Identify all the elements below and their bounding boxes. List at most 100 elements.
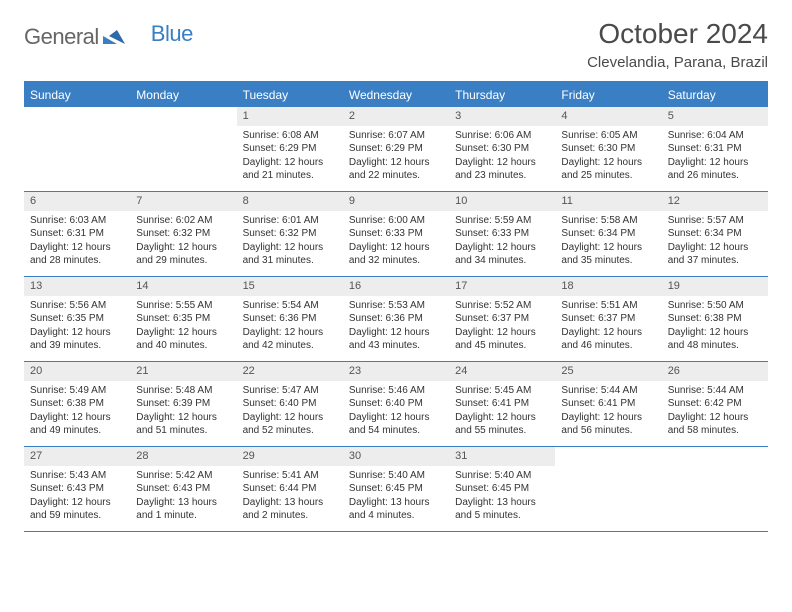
- day-body: Sunrise: 5:58 AMSunset: 6:34 PMDaylight:…: [555, 211, 661, 274]
- sunrise-text: Sunrise: 5:51 AM: [561, 299, 655, 313]
- sunset-text: Sunset: 6:40 PM: [243, 397, 337, 411]
- sunset-text: Sunset: 6:41 PM: [561, 397, 655, 411]
- day-body: Sunrise: 5:54 AMSunset: 6:36 PMDaylight:…: [237, 296, 343, 359]
- sunrise-text: Sunrise: 5:44 AM: [668, 384, 762, 398]
- day-number: 2: [349, 109, 443, 124]
- day-cell: 7Sunrise: 6:02 AMSunset: 6:32 PMDaylight…: [130, 192, 236, 276]
- day-cell: 24Sunrise: 5:45 AMSunset: 6:41 PMDayligh…: [449, 362, 555, 446]
- day-cell: 14Sunrise: 5:55 AMSunset: 6:35 PMDayligh…: [130, 277, 236, 361]
- day-cell: [24, 107, 130, 191]
- sunrise-text: Sunrise: 6:08 AM: [243, 129, 337, 143]
- day-body: Sunrise: 6:02 AMSunset: 6:32 PMDaylight:…: [130, 211, 236, 274]
- week-row: 1Sunrise: 6:08 AMSunset: 6:29 PMDaylight…: [24, 107, 768, 192]
- day-body: Sunrise: 6:03 AMSunset: 6:31 PMDaylight:…: [24, 211, 130, 274]
- sunset-text: Sunset: 6:43 PM: [136, 482, 230, 496]
- daylight-text: Daylight: 12 hours and 32 minutes.: [349, 241, 443, 268]
- day-number: 25: [561, 364, 655, 379]
- day-number-bar: [662, 447, 768, 466]
- weekday-header: Monday: [130, 83, 236, 107]
- day-number-bar: 23: [343, 362, 449, 381]
- daylight-text: Daylight: 12 hours and 31 minutes.: [243, 241, 337, 268]
- sunset-text: Sunset: 6:38 PM: [668, 312, 762, 326]
- day-number-bar: 1: [237, 107, 343, 126]
- sunset-text: Sunset: 6:45 PM: [349, 482, 443, 496]
- sunset-text: Sunset: 6:30 PM: [561, 142, 655, 156]
- day-number-bar: 20: [24, 362, 130, 381]
- day-body: Sunrise: 6:00 AMSunset: 6:33 PMDaylight:…: [343, 211, 449, 274]
- day-number: 6: [30, 194, 124, 209]
- header: General Blue October 2024 Clevelandia, P…: [24, 18, 768, 77]
- sunset-text: Sunset: 6:37 PM: [561, 312, 655, 326]
- day-number: 8: [243, 194, 337, 209]
- weekday-header: Friday: [555, 83, 661, 107]
- daylight-text: Daylight: 12 hours and 48 minutes.: [668, 326, 762, 353]
- day-body: Sunrise: 5:45 AMSunset: 6:41 PMDaylight:…: [449, 381, 555, 444]
- day-number: 13: [30, 279, 124, 294]
- day-number-bar: 30: [343, 447, 449, 466]
- day-number: [668, 449, 762, 464]
- logo-mark-icon: [103, 26, 125, 49]
- sunrise-text: Sunrise: 5:43 AM: [30, 469, 124, 483]
- day-cell: 16Sunrise: 5:53 AMSunset: 6:36 PMDayligh…: [343, 277, 449, 361]
- sunrise-text: Sunrise: 5:48 AM: [136, 384, 230, 398]
- daylight-text: Daylight: 12 hours and 40 minutes.: [136, 326, 230, 353]
- day-cell: 12Sunrise: 5:57 AMSunset: 6:34 PMDayligh…: [662, 192, 768, 276]
- day-body: Sunrise: 5:59 AMSunset: 6:33 PMDaylight:…: [449, 211, 555, 274]
- day-cell: 29Sunrise: 5:41 AMSunset: 6:44 PMDayligh…: [237, 447, 343, 531]
- day-cell: 30Sunrise: 5:40 AMSunset: 6:45 PMDayligh…: [343, 447, 449, 531]
- daylight-text: Daylight: 12 hours and 34 minutes.: [455, 241, 549, 268]
- sunrise-text: Sunrise: 6:04 AM: [668, 129, 762, 143]
- day-number: 27: [30, 449, 124, 464]
- daylight-text: Daylight: 13 hours and 2 minutes.: [243, 496, 337, 523]
- sunrise-text: Sunrise: 5:46 AM: [349, 384, 443, 398]
- logo-text-part2: Blue: [151, 21, 193, 47]
- sunset-text: Sunset: 6:42 PM: [668, 397, 762, 411]
- day-cell: 11Sunrise: 5:58 AMSunset: 6:34 PMDayligh…: [555, 192, 661, 276]
- sunrise-text: Sunrise: 5:45 AM: [455, 384, 549, 398]
- day-cell: 26Sunrise: 5:44 AMSunset: 6:42 PMDayligh…: [662, 362, 768, 446]
- daylight-text: Daylight: 12 hours and 45 minutes.: [455, 326, 549, 353]
- daylight-text: Daylight: 12 hours and 22 minutes.: [349, 156, 443, 183]
- sunset-text: Sunset: 6:36 PM: [349, 312, 443, 326]
- day-body: Sunrise: 5:50 AMSunset: 6:38 PMDaylight:…: [662, 296, 768, 359]
- week-row: 20Sunrise: 5:49 AMSunset: 6:38 PMDayligh…: [24, 362, 768, 447]
- day-number-bar: 27: [24, 447, 130, 466]
- day-number: 29: [243, 449, 337, 464]
- day-number: 14: [136, 279, 230, 294]
- sunset-text: Sunset: 6:40 PM: [349, 397, 443, 411]
- weekday-header-row: SundayMondayTuesdayWednesdayThursdayFrid…: [24, 83, 768, 107]
- sunset-text: Sunset: 6:29 PM: [243, 142, 337, 156]
- sunset-text: Sunset: 6:41 PM: [455, 397, 549, 411]
- day-cell: 2Sunrise: 6:07 AMSunset: 6:29 PMDaylight…: [343, 107, 449, 191]
- daylight-text: Daylight: 12 hours and 55 minutes.: [455, 411, 549, 438]
- day-body: Sunrise: 5:42 AMSunset: 6:43 PMDaylight:…: [130, 466, 236, 529]
- weekday-header: Saturday: [662, 83, 768, 107]
- day-number-bar: 5: [662, 107, 768, 126]
- day-body: Sunrise: 5:49 AMSunset: 6:38 PMDaylight:…: [24, 381, 130, 444]
- sunset-text: Sunset: 6:34 PM: [561, 227, 655, 241]
- day-body: Sunrise: 5:57 AMSunset: 6:34 PMDaylight:…: [662, 211, 768, 274]
- daylight-text: Daylight: 13 hours and 4 minutes.: [349, 496, 443, 523]
- day-body: Sunrise: 6:06 AMSunset: 6:30 PMDaylight:…: [449, 126, 555, 189]
- title-block: October 2024 Clevelandia, Parana, Brazil: [587, 18, 768, 77]
- day-cell: 1Sunrise: 6:08 AMSunset: 6:29 PMDaylight…: [237, 107, 343, 191]
- weekday-header: Wednesday: [343, 83, 449, 107]
- sunrise-text: Sunrise: 6:00 AM: [349, 214, 443, 228]
- day-body: Sunrise: 5:53 AMSunset: 6:36 PMDaylight:…: [343, 296, 449, 359]
- day-number-bar: 25: [555, 362, 661, 381]
- daylight-text: Daylight: 12 hours and 29 minutes.: [136, 241, 230, 268]
- daylight-text: Daylight: 12 hours and 59 minutes.: [30, 496, 124, 523]
- sunrise-text: Sunrise: 5:56 AM: [30, 299, 124, 313]
- calendar: SundayMondayTuesdayWednesdayThursdayFrid…: [24, 81, 768, 532]
- day-number: 30: [349, 449, 443, 464]
- sunset-text: Sunset: 6:33 PM: [349, 227, 443, 241]
- day-number-bar: 26: [662, 362, 768, 381]
- weekday-header: Thursday: [449, 83, 555, 107]
- day-body: Sunrise: 6:08 AMSunset: 6:29 PMDaylight:…: [237, 126, 343, 189]
- sunrise-text: Sunrise: 6:07 AM: [349, 129, 443, 143]
- sunrise-text: Sunrise: 6:05 AM: [561, 129, 655, 143]
- sunrise-text: Sunrise: 5:42 AM: [136, 469, 230, 483]
- day-number-bar: 10: [449, 192, 555, 211]
- sunset-text: Sunset: 6:38 PM: [30, 397, 124, 411]
- day-body: Sunrise: 5:46 AMSunset: 6:40 PMDaylight:…: [343, 381, 449, 444]
